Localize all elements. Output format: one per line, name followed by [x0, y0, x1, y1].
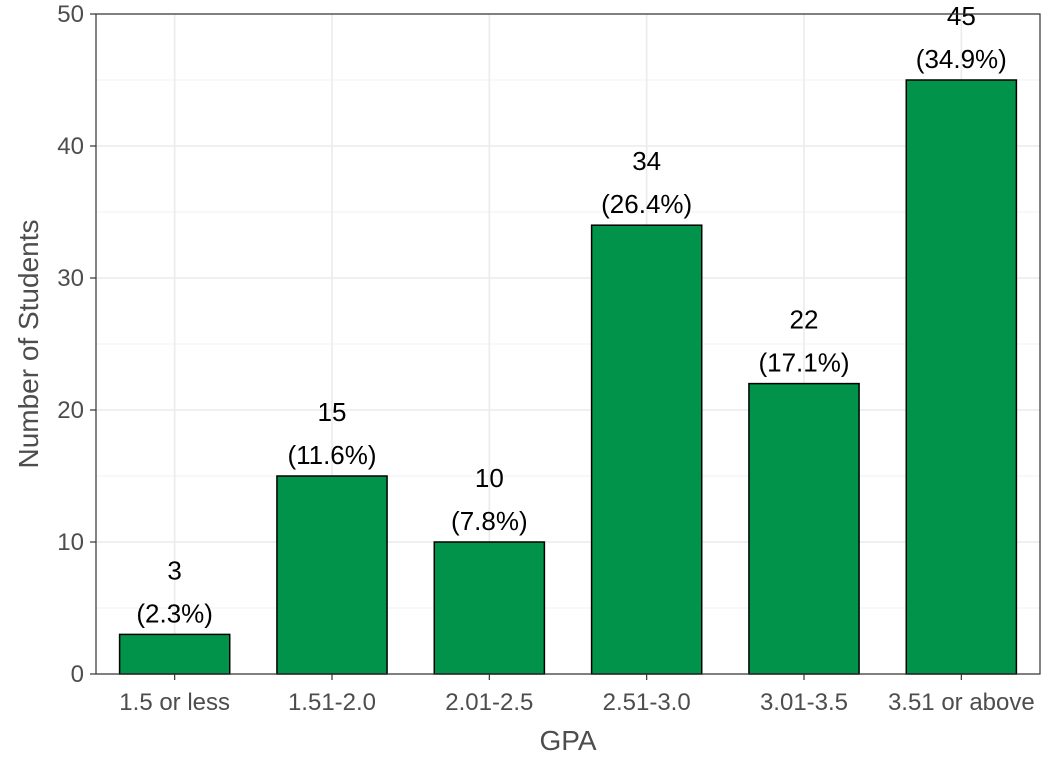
- data-labels: (2.3%) 3 (11.6%) 15 (7.8%) 10 (26.4%) 34 (17.1%)…: [136, 1, 1006, 628]
- x-tick-label: 2.01-2.5: [445, 689, 533, 716]
- y-axis-title: Number of Students: [13, 219, 44, 468]
- bar: [118, 633, 231, 675]
- data-label-percent: (2.3%): [136, 598, 213, 628]
- x-tick-label: 1.51-2.0: [288, 689, 376, 716]
- data-label-count: 10: [475, 463, 504, 493]
- y-tick-label: 50: [57, 1, 84, 28]
- bar: [433, 541, 546, 675]
- bar: [590, 224, 703, 675]
- x-tick-label: 3.51 or above: [888, 689, 1035, 716]
- x-tick-label: 2.51-3.0: [603, 689, 691, 716]
- data-label-count: 3: [167, 555, 181, 585]
- bar: [905, 79, 1018, 675]
- data-label-percent: (26.4%): [601, 189, 692, 219]
- bars: [118, 79, 1018, 675]
- panel-border: [95, 13, 1041, 675]
- data-label-percent: (11.6%): [287, 440, 376, 470]
- x-axis-ticks: 1.5 or less 1.51-2.0 2.01-2.5 2.51-3.0 3.01-…: [119, 674, 1035, 716]
- data-label-percent: (34.9%): [916, 44, 1007, 74]
- data-label-count: 22: [790, 305, 819, 335]
- bar: [748, 382, 860, 675]
- y-tick-label: 40: [57, 133, 84, 160]
- data-label-count: 45: [947, 1, 976, 31]
- bar: [276, 475, 388, 675]
- y-tick-label: 30: [57, 265, 84, 292]
- y-tick-label: 10: [57, 529, 84, 556]
- data-label-percent: (17.1%): [758, 348, 849, 378]
- y-axis-ticks: 0 10 20 30 40 50: [57, 1, 96, 688]
- data-label-count: 15: [318, 397, 347, 427]
- grid-lines: [96, 13, 1040, 675]
- x-axis-title: GPA: [539, 725, 596, 756]
- y-tick-label: 20: [57, 397, 84, 424]
- x-tick-label: 3.01-3.5: [760, 689, 848, 716]
- data-label-count: 34: [632, 146, 661, 176]
- x-tick-label: 1.5 or less: [119, 689, 230, 716]
- y-tick-label: 0: [71, 661, 84, 688]
- data-label-percent: (7.8%): [451, 506, 528, 536]
